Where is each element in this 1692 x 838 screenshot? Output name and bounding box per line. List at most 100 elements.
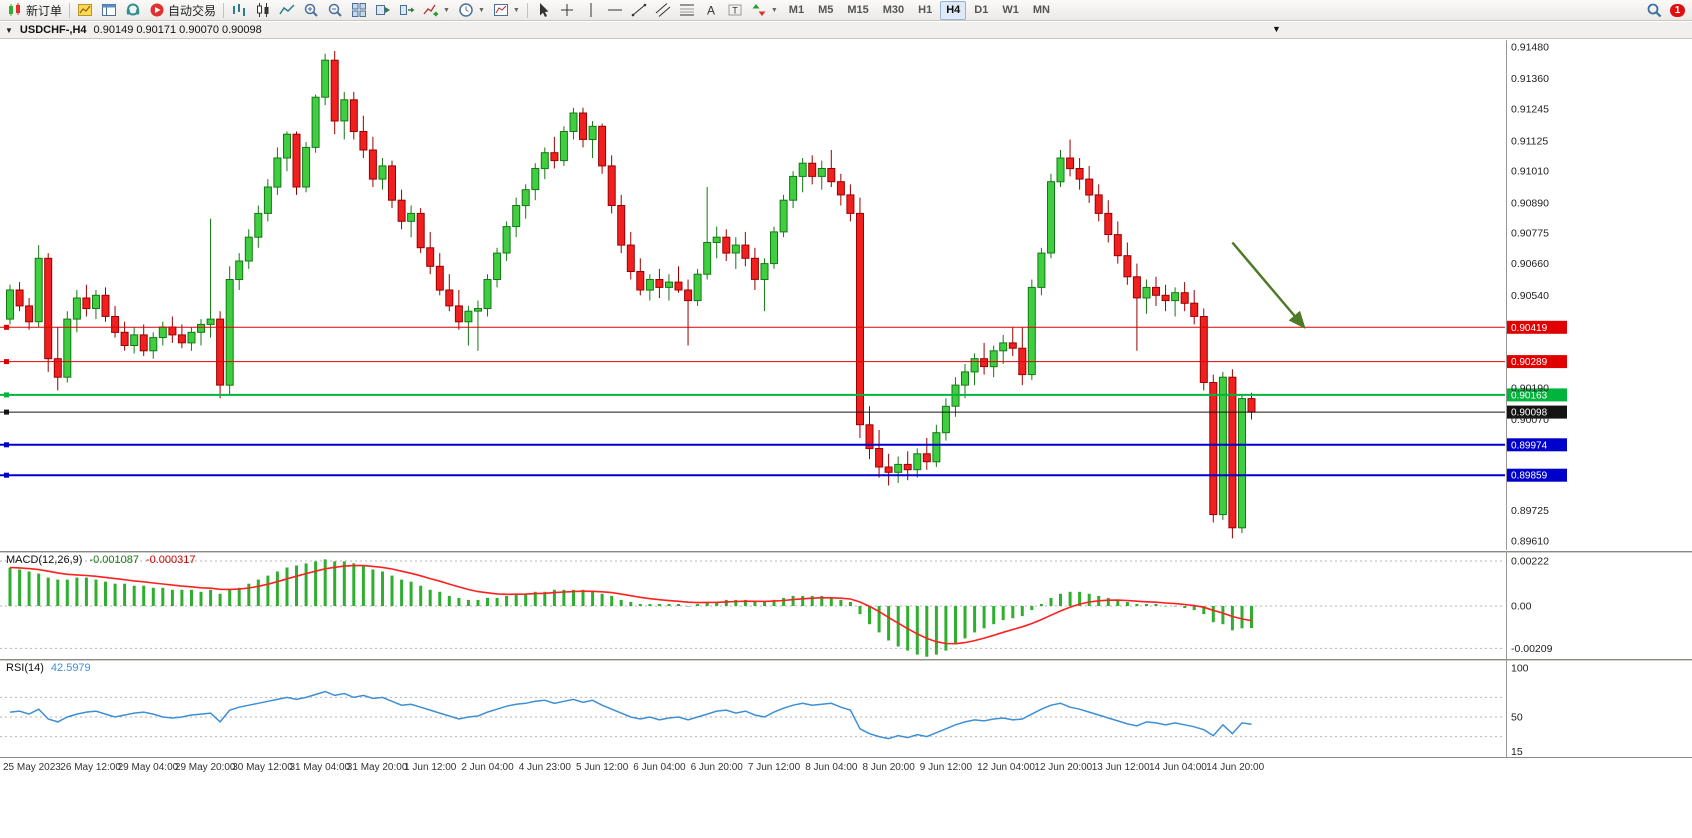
time-label: 8 Jun 04:00 [805, 762, 858, 773]
price-line-label [1507, 438, 1567, 452]
timeframe-m15[interactable]: M15 [847, 4, 869, 16]
time-label: 14 Jun 04:00 [1149, 762, 1207, 773]
svg-text:0.91480: 0.91480 [1511, 42, 1549, 54]
toolbar-left-group: 新订单 自动交易 ▼ ▼ ▼ A T ▼ [3, 0, 782, 20]
horizontal-line-icon [607, 9, 622, 11]
alerts-button[interactable]: 1 [1666, 0, 1689, 20]
svg-text:0.89859: 0.89859 [1511, 471, 1548, 482]
line-chart-type-icon [279, 4, 295, 15]
text-button[interactable]: A [699, 0, 723, 20]
time-label: 8 Jun 20:00 [862, 762, 915, 773]
vertical-line-button[interactable] [579, 0, 603, 20]
timeframe-h4[interactable]: H4 [940, 0, 967, 20]
timeframe-m1[interactable]: M1 [788, 4, 805, 16]
new-chart-button[interactable] [73, 0, 97, 20]
rsi-indicator-panel[interactable]: 100 50 15 [0, 659, 1692, 757]
templates-button[interactable]: ▼ [489, 0, 524, 20]
symbol-dropdown-icon[interactable]: ▼ [5, 25, 13, 35]
horizontal-price-line[interactable]: 0.90163 [0, 388, 1567, 402]
channel-icon [655, 3, 671, 17]
horizontal-price-line[interactable]: 0.90098 [0, 405, 1567, 419]
svg-text:0.00: 0.00 [1511, 601, 1532, 613]
zoom-in-button[interactable] [299, 0, 323, 20]
svg-text:15: 15 [1511, 746, 1523, 757]
svg-text:0.89725: 0.89725 [1511, 505, 1549, 517]
tile-windows-icon [352, 3, 367, 17]
toolbar-separator [223, 2, 225, 18]
timeframe-m30[interactable]: M30 [882, 4, 905, 16]
macd-signal-value: -0.000317 [145, 554, 196, 566]
profiles-button[interactable] [97, 0, 121, 20]
timeframe-toolbar: M1 M5 M15 M30 H1 H4 D1 W1 MN [782, 0, 1057, 20]
timeframe-d1[interactable]: D1 [974, 4, 989, 16]
dropdown-arrow-icon: ▼ [443, 6, 450, 14]
data-window-button[interactable] [121, 0, 145, 20]
auto-scroll-button[interactable] [371, 0, 395, 20]
svg-text:T: T [732, 6, 738, 16]
chart-ohlc-values: 0.90149 0.90171 0.90070 0.90098 [93, 24, 262, 36]
horizontal-price-line[interactable]: 0.90289 [0, 355, 1567, 369]
rsi-value: 42.5979 [50, 662, 91, 674]
trendline-icon [631, 3, 647, 17]
horizontal-price-line[interactable]: 0.90419 [0, 320, 1567, 334]
candlestick-chart-type-icon [257, 3, 269, 17]
time-label: 6 Jun 04:00 [633, 762, 686, 773]
dropdown-arrow-icon: ▼ [512, 6, 520, 14]
auto-scroll-icon [376, 5, 391, 15]
panel-toggle-icon[interactable]: ▼ [1272, 24, 1281, 34]
text-label-button[interactable]: T [723, 0, 747, 20]
indicators-button[interactable]: ▼ [419, 0, 454, 20]
timeframe-m5[interactable]: M5 [818, 4, 834, 16]
svg-text:0.90660: 0.90660 [1511, 258, 1549, 270]
horizontal-price-line[interactable]: 0.89859 [0, 468, 1567, 482]
text-label-icon: T [728, 4, 742, 16]
macd-indicator-panel[interactable]: 0.00222 0.00 -0.00209 [0, 551, 1692, 659]
time-label: 9 Jun 12:00 [919, 762, 973, 773]
chart-window: 0.90419 0.90289 0.90163 0.90098 0.89974 0.898… [0, 40, 1692, 838]
time-label: 29 May 04:00 [117, 762, 179, 773]
svg-text:-0.00209: -0.00209 [1511, 643, 1553, 655]
candlestick-chart-type-button[interactable] [251, 0, 275, 20]
periods-button[interactable]: ▼ [454, 0, 489, 20]
new-order-button[interactable]: 新订单 [3, 0, 66, 20]
bar-chart-type-button[interactable] [227, 0, 251, 20]
price-line-label [1507, 388, 1567, 402]
timeframe-mn[interactable]: MN [1032, 4, 1050, 16]
new-order-icon [9, 3, 20, 16]
auto-trading-button[interactable]: 自动交易 [145, 0, 220, 20]
fibonacci-icon [679, 4, 694, 16]
macd-main-value: -0.001087 [89, 554, 139, 566]
chart-shift-icon [400, 5, 415, 15]
svg-text:0.89974: 0.89974 [1511, 440, 1548, 451]
time-label: 1 Jun 12:00 [404, 762, 457, 773]
line-chart-type-button[interactable] [275, 0, 299, 20]
crosshair-button[interactable] [555, 0, 579, 20]
svg-text:0.90540: 0.90540 [1511, 290, 1549, 302]
chart-titlebar: ▼ USDCHF-,H4 0.90149 0.90171 0.90070 0.9… [0, 22, 1692, 39]
cursor-button[interactable] [531, 0, 555, 20]
main-price-chart[interactable]: 0.90419 0.90289 0.90163 0.90098 0.89974 0.898… [0, 40, 1692, 550]
arrows-button[interactable]: ▼ [747, 0, 782, 20]
time-label: 2 Jun 04:00 [461, 762, 514, 773]
chart-symbol-period: USDCHF-,H4 [19, 24, 87, 36]
horizontal-price-line[interactable]: 0.89974 [0, 438, 1567, 452]
down-arrow-annotation[interactable] [1231, 241, 1306, 329]
chart-shift-button[interactable] [395, 0, 419, 20]
svg-text:50: 50 [1511, 712, 1523, 724]
zoom-out-button[interactable] [323, 0, 347, 20]
timeframe-h1[interactable]: H1 [918, 4, 933, 16]
fibonacci-button[interactable] [675, 0, 699, 20]
crosshair-icon [560, 4, 573, 16]
profiles-icon [102, 4, 117, 16]
timeframe-w1[interactable]: W1 [1002, 4, 1019, 16]
svg-text:0.90070: 0.90070 [1511, 414, 1549, 426]
price-line-label [1507, 468, 1567, 482]
channel-button[interactable] [651, 0, 675, 20]
main-toolbar: 新订单 自动交易 ▼ ▼ ▼ A T ▼ M1 M5 M15 M30 H1 H4 D1 W1 MN 1 [0, 0, 1692, 21]
svg-text:0.00222: 0.00222 [1511, 556, 1549, 568]
trendline-button[interactable] [627, 0, 651, 20]
svg-text:0.90098: 0.90098 [1511, 408, 1548, 419]
horizontal-line-button[interactable] [603, 0, 627, 20]
tile-windows-button[interactable] [347, 0, 371, 20]
search-button[interactable] [1642, 0, 1666, 20]
